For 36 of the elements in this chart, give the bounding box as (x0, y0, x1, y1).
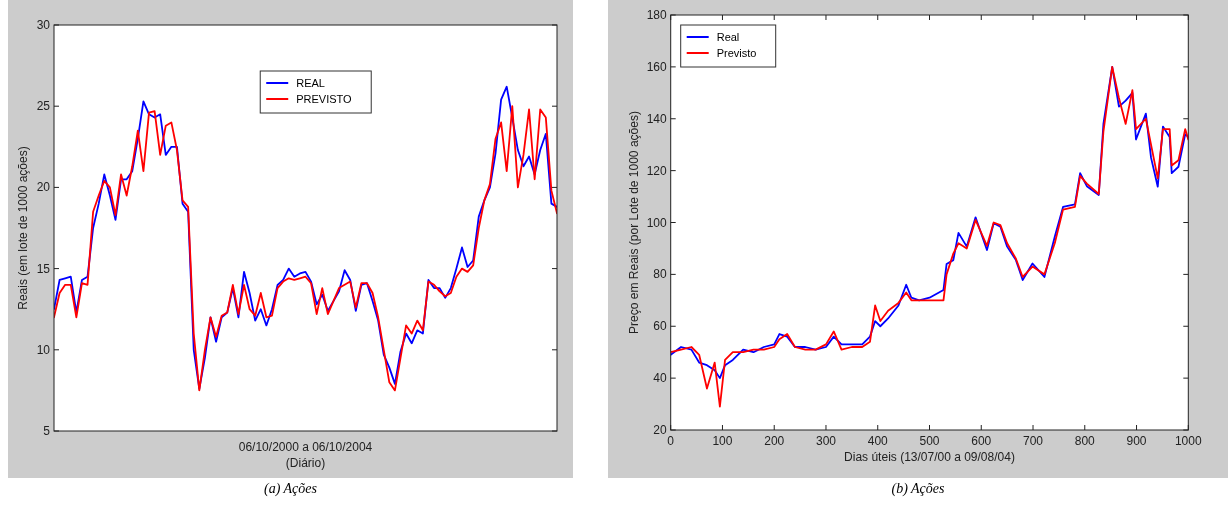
legend-label: Previsto (716, 47, 757, 59)
y-tick-label: 30 (36, 18, 51, 32)
y-tick-label: 180 (646, 8, 668, 22)
y-tick-label: 25 (36, 99, 51, 114)
y-tick-label: 100 (646, 215, 668, 230)
x-tick-label: 200 (764, 434, 785, 448)
legend-label: REAL (296, 77, 325, 89)
y-tick-label: 20 (36, 180, 51, 195)
y-tick-label: 40 (653, 371, 668, 386)
text: (b) Ações (891, 481, 946, 497)
x-tick-label: 300 (815, 434, 837, 448)
legend-label: Real (716, 31, 740, 43)
x-tick-label: 600 (971, 434, 992, 448)
y-tick-label: 120 (646, 163, 668, 178)
text: (a) Ações (264, 481, 318, 497)
x-tick-label: 1000 (1174, 434, 1202, 448)
legend-label: PREVISTO (296, 93, 353, 105)
y-tick-label: 20 (653, 423, 668, 437)
x-tick-label: 500 (919, 434, 940, 448)
y-tick-label: 160 (646, 59, 668, 74)
x-axis-title: Dias úteis (13/07/00 a 09/08/04) (844, 450, 1015, 464)
x-tick-label: 700 (1023, 434, 1044, 448)
x-tick-label: 0 (667, 434, 675, 448)
x-tick-label: 400 (867, 434, 889, 448)
y-tick-label: 15 (36, 261, 51, 276)
y-axis-title: Preço em Reais (por Lote de 1000 ações) (626, 111, 641, 334)
y-tick-label: 140 (646, 111, 668, 126)
y-axis-title: Reais (em lote de 1000 ações) (16, 146, 30, 310)
y-tick-label: 10 (36, 342, 51, 357)
y-tick-label: 5 (43, 424, 51, 438)
y-tick-label: 60 (653, 319, 668, 334)
x-tick-label: 100 (712, 434, 733, 448)
x-tick-label: 800 (1074, 434, 1096, 448)
x-axis-title: 06/10/2000 a 06/10/2004 (Diário) (238, 440, 373, 470)
x-tick-label: 900 (1126, 434, 1147, 448)
y-tick-label: 80 (653, 267, 668, 282)
